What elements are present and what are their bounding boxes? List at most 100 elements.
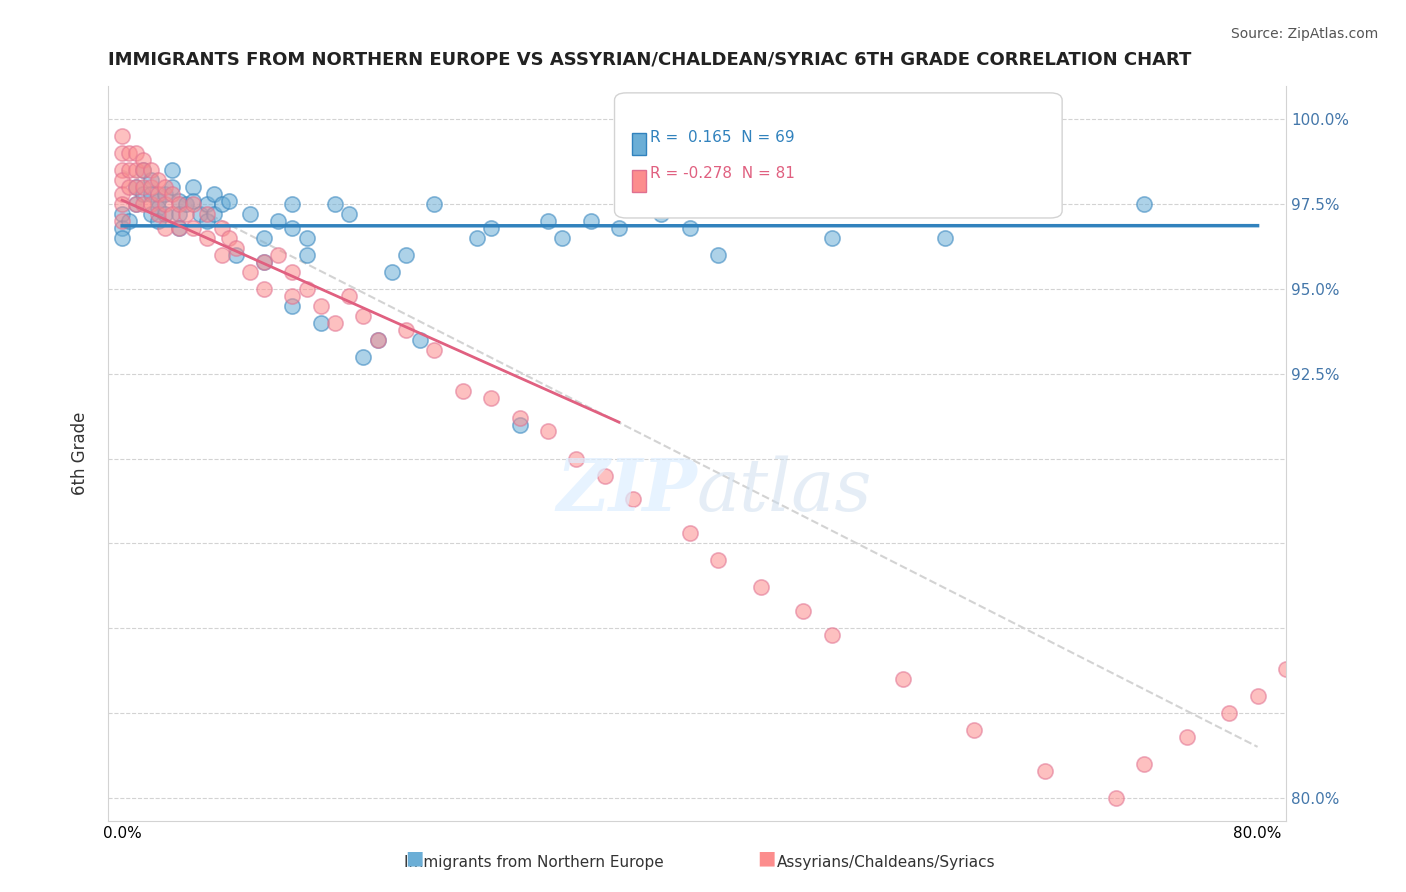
- Point: [821, 231, 844, 245]
- Point: [537, 425, 560, 439]
- Point: [1289, 648, 1312, 663]
- Point: [139, 187, 162, 202]
- Point: [479, 221, 502, 235]
- Point: [181, 194, 204, 208]
- Point: [195, 197, 218, 211]
- Point: [821, 628, 844, 642]
- Point: [111, 129, 134, 144]
- Point: [253, 231, 276, 245]
- FancyBboxPatch shape: [614, 93, 1062, 218]
- Text: ■: ■: [405, 848, 425, 867]
- Point: [735, 197, 758, 211]
- Point: [309, 299, 332, 313]
- Point: [551, 231, 574, 245]
- Point: [295, 231, 318, 245]
- Point: [281, 197, 304, 211]
- Point: [125, 163, 148, 178]
- Point: [621, 492, 644, 507]
- Point: [1175, 730, 1198, 744]
- Point: [204, 187, 226, 202]
- Point: [111, 163, 134, 178]
- Point: [139, 173, 162, 187]
- Point: [679, 221, 702, 235]
- Point: [146, 207, 169, 221]
- Text: ■: ■: [756, 848, 776, 867]
- Point: [211, 197, 233, 211]
- Point: [195, 231, 218, 245]
- Point: [963, 723, 986, 737]
- Point: [323, 316, 346, 330]
- Point: [181, 180, 204, 194]
- Point: [509, 417, 531, 432]
- Point: [621, 197, 644, 211]
- Point: [153, 180, 176, 194]
- Point: [132, 180, 155, 194]
- Point: [146, 173, 169, 187]
- Point: [479, 391, 502, 405]
- Point: [132, 187, 155, 202]
- Text: Assyrians/Chaldeans/Syriacs: Assyrians/Chaldeans/Syriacs: [776, 855, 995, 870]
- Point: [891, 197, 914, 211]
- Point: [160, 180, 183, 194]
- Point: [607, 221, 630, 235]
- Point: [1317, 628, 1340, 642]
- Point: [267, 214, 290, 228]
- Point: [1388, 570, 1406, 584]
- Bar: [633, 133, 647, 155]
- Point: [579, 214, 602, 228]
- Text: ZIP: ZIP: [557, 455, 697, 525]
- Point: [204, 207, 226, 221]
- Point: [353, 309, 375, 323]
- Point: [111, 231, 134, 245]
- Point: [367, 333, 389, 347]
- Point: [139, 180, 162, 194]
- Point: [707, 248, 730, 262]
- Point: [281, 289, 304, 303]
- Point: [153, 221, 176, 235]
- Point: [167, 207, 190, 221]
- Point: [707, 553, 730, 567]
- Point: [139, 197, 162, 211]
- Point: [1133, 197, 1156, 211]
- Point: [132, 163, 155, 178]
- Point: [111, 214, 134, 228]
- Point: [849, 194, 872, 208]
- Point: [111, 146, 134, 161]
- Point: [181, 197, 204, 211]
- Point: [195, 207, 218, 221]
- Point: [181, 221, 204, 235]
- Point: [211, 248, 233, 262]
- Point: [160, 187, 183, 202]
- Point: [118, 146, 141, 161]
- Point: [367, 333, 389, 347]
- Point: [167, 197, 190, 211]
- Point: [1218, 706, 1240, 720]
- Text: R =  0.165  N = 69: R = 0.165 N = 69: [650, 129, 794, 145]
- Point: [323, 197, 346, 211]
- Point: [679, 526, 702, 541]
- Point: [167, 194, 190, 208]
- Point: [792, 604, 814, 618]
- Point: [295, 248, 318, 262]
- Point: [153, 187, 176, 202]
- Point: [509, 410, 531, 425]
- Point: [253, 282, 276, 296]
- Point: [225, 241, 247, 255]
- Point: [1360, 587, 1382, 601]
- Point: [167, 221, 190, 235]
- Point: [125, 146, 148, 161]
- Point: [118, 214, 141, 228]
- Point: [749, 581, 772, 595]
- Point: [111, 207, 134, 221]
- Point: [239, 207, 262, 221]
- Point: [253, 255, 276, 269]
- Point: [160, 163, 183, 178]
- Point: [281, 299, 304, 313]
- Point: [118, 180, 141, 194]
- Point: [125, 197, 148, 211]
- Point: [125, 180, 148, 194]
- Point: [934, 231, 956, 245]
- Point: [295, 282, 318, 296]
- Point: [111, 197, 134, 211]
- Point: [174, 197, 197, 211]
